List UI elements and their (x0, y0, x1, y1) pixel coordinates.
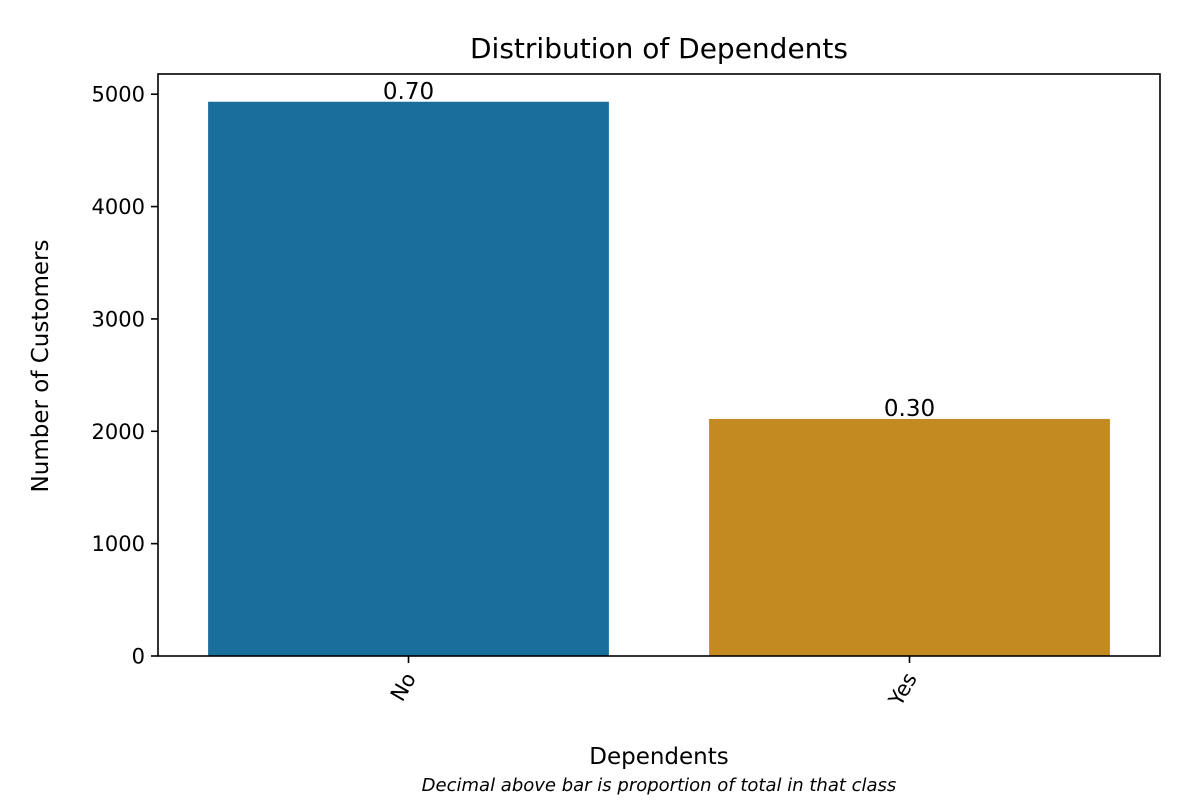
y-axis-label: Number of Customers (28, 240, 54, 493)
chart-caption: Decimal above bar is proportion of total… (422, 775, 897, 796)
y-tick-label: 4000 (92, 195, 145, 219)
y-tick-label: 5000 (92, 83, 145, 107)
y-tick-label: 0 (132, 645, 145, 669)
axes-frame (157, 73, 1161, 657)
bar-yes (709, 418, 1110, 656)
y-tick-label: 1000 (92, 532, 145, 556)
bar-value-label: 0.30 (884, 396, 935, 422)
bar-no (208, 101, 609, 657)
chart-title: Distribution of Dependents (470, 32, 848, 65)
x-axis-label: Dependents (589, 744, 729, 770)
bar-value-label: 0.70 (383, 79, 434, 105)
y-tick-label: 3000 (92, 307, 145, 331)
y-tick-label: 2000 (92, 420, 145, 444)
